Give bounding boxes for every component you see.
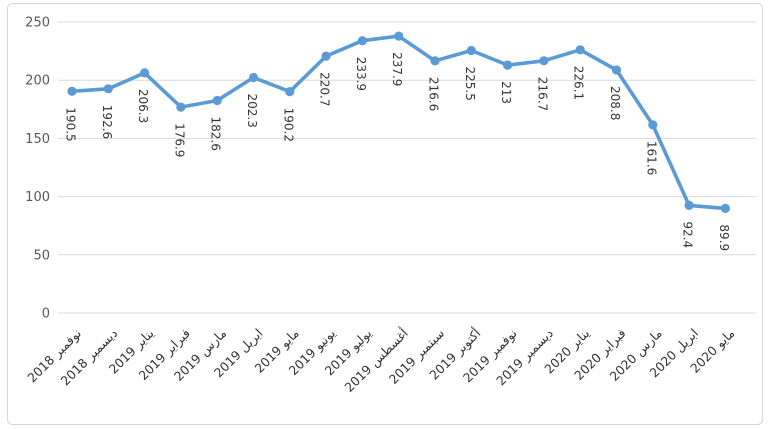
data-point-label: 190.2 xyxy=(281,108,295,142)
y-tick-label: 200 xyxy=(25,74,50,89)
data-point-marker xyxy=(140,68,150,78)
data-point-marker xyxy=(67,86,77,96)
data-point-marker xyxy=(285,87,295,97)
data-point-label: 237.9 xyxy=(390,52,404,86)
data-point-label: 220.7 xyxy=(318,72,332,106)
data-point-label: 192.6 xyxy=(100,105,114,139)
data-point-marker xyxy=(466,45,476,56)
data-point-marker xyxy=(539,56,549,66)
data-point-label: 233.9 xyxy=(354,57,368,91)
data-point-marker xyxy=(720,203,731,213)
data-point-label: 226.1 xyxy=(572,66,586,100)
data-point-marker xyxy=(103,84,113,94)
data-point-label: 206.3 xyxy=(136,89,150,123)
data-point-label: 161.6 xyxy=(644,141,658,175)
data-point-marker xyxy=(321,51,331,61)
data-point-marker xyxy=(357,36,367,46)
data-point-marker xyxy=(212,95,222,106)
data-point-label: 216.6 xyxy=(427,77,441,111)
y-tick-label: 150 xyxy=(25,132,50,147)
data-point-marker xyxy=(430,56,440,66)
data-point-label: 92.4 xyxy=(681,221,695,248)
y-tick-label: 50 xyxy=(33,248,50,263)
y-tick-label: 0 xyxy=(42,307,50,322)
gridlines-layer xyxy=(58,21,756,314)
data-point-label: 225.5 xyxy=(463,67,477,101)
data-point-label: 208.8 xyxy=(608,86,622,120)
data-point-marker xyxy=(394,31,404,41)
y-axis-tick-labels: 0 50 100 150 200 250 xyxy=(25,16,50,322)
data-labels-layer: 190.5 192.6 206.3 176.9 182.6 202.3 190.2 220.7… xyxy=(64,52,731,251)
data-point-label: 202.3 xyxy=(245,94,259,128)
data-point-marker xyxy=(575,45,585,55)
data-point-marker xyxy=(684,200,694,210)
y-tick-label: 250 xyxy=(25,16,50,31)
data-point-marker xyxy=(648,120,658,130)
y-tick-label: 100 xyxy=(25,190,50,205)
data-point-marker xyxy=(503,60,513,70)
data-point-label: 190.5 xyxy=(64,107,78,141)
data-point-label: 89.9 xyxy=(717,224,731,251)
chart-border xyxy=(7,3,763,425)
data-point-label: 216.7 xyxy=(535,77,549,111)
data-point-marker xyxy=(248,72,259,83)
data-point-marker xyxy=(176,102,186,112)
data-point-label: 176.9 xyxy=(172,123,186,157)
series-layer xyxy=(67,31,731,213)
data-point-marker xyxy=(611,65,622,75)
data-point-label: 213 xyxy=(499,81,513,104)
data-point-label: 182.6 xyxy=(209,117,223,151)
